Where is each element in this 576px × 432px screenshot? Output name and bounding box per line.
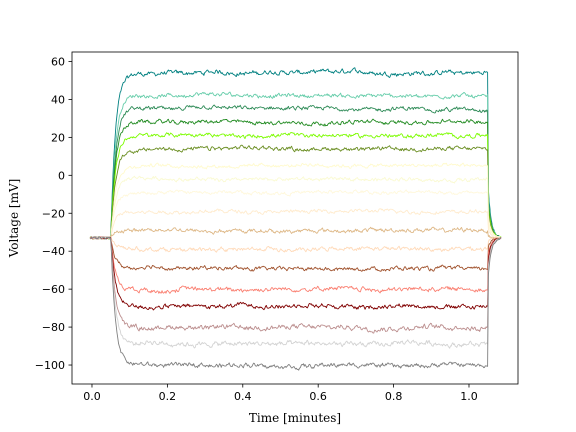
series-line-15 bbox=[89, 236, 502, 334]
x-tick-label: 0.2 bbox=[159, 390, 177, 403]
x-tick-label: 0.6 bbox=[309, 390, 327, 403]
series-line-11 bbox=[89, 236, 502, 253]
series-line-16 bbox=[90, 236, 502, 349]
plot-background bbox=[72, 52, 518, 384]
x-tick-label: 0.8 bbox=[385, 390, 403, 403]
x-tick-label: 0.4 bbox=[234, 390, 252, 403]
series-line-13 bbox=[89, 236, 502, 294]
series-line-9 bbox=[89, 208, 502, 240]
series-line-8 bbox=[89, 189, 502, 240]
y-tick-label: 20 bbox=[51, 131, 65, 144]
series-line-3 bbox=[89, 118, 502, 240]
x-tick-label: 1.0 bbox=[460, 390, 478, 403]
y-tick-label: −80 bbox=[42, 321, 65, 334]
y-tick-label: −60 bbox=[42, 283, 65, 296]
plot-frame bbox=[71, 51, 519, 385]
series-line-7 bbox=[89, 175, 502, 240]
y-tick-label: −40 bbox=[42, 245, 65, 258]
series-line-2 bbox=[89, 104, 502, 240]
series-line-17 bbox=[90, 236, 502, 371]
y-tick-label: −100 bbox=[35, 359, 65, 372]
series-line-10 bbox=[89, 226, 502, 240]
series-lines bbox=[89, 67, 502, 371]
x-tick-label: 0.0 bbox=[83, 390, 101, 403]
plot-area bbox=[71, 51, 519, 385]
y-axis: −100 −80 −60 −40 −20 0 20 40 60 bbox=[35, 55, 72, 372]
y-axis-label: Voltage [mV] bbox=[7, 179, 21, 259]
series-line-4 bbox=[89, 132, 502, 240]
series-line-0 bbox=[90, 67, 502, 240]
x-axis: 0.0 0.2 0.4 0.6 0.8 1.0 bbox=[83, 384, 478, 403]
y-tick-label: 40 bbox=[51, 93, 65, 106]
series-line-5 bbox=[89, 144, 502, 240]
series-line-1 bbox=[89, 91, 502, 240]
series-line-12 bbox=[89, 236, 502, 272]
series-line-14 bbox=[89, 236, 502, 311]
y-tick-label: −20 bbox=[42, 207, 65, 220]
series-line-6 bbox=[89, 162, 502, 240]
y-tick-label: 60 bbox=[51, 55, 65, 68]
x-axis-label: Time [minutes] bbox=[249, 411, 341, 425]
y-tick-label: 0 bbox=[58, 169, 65, 182]
